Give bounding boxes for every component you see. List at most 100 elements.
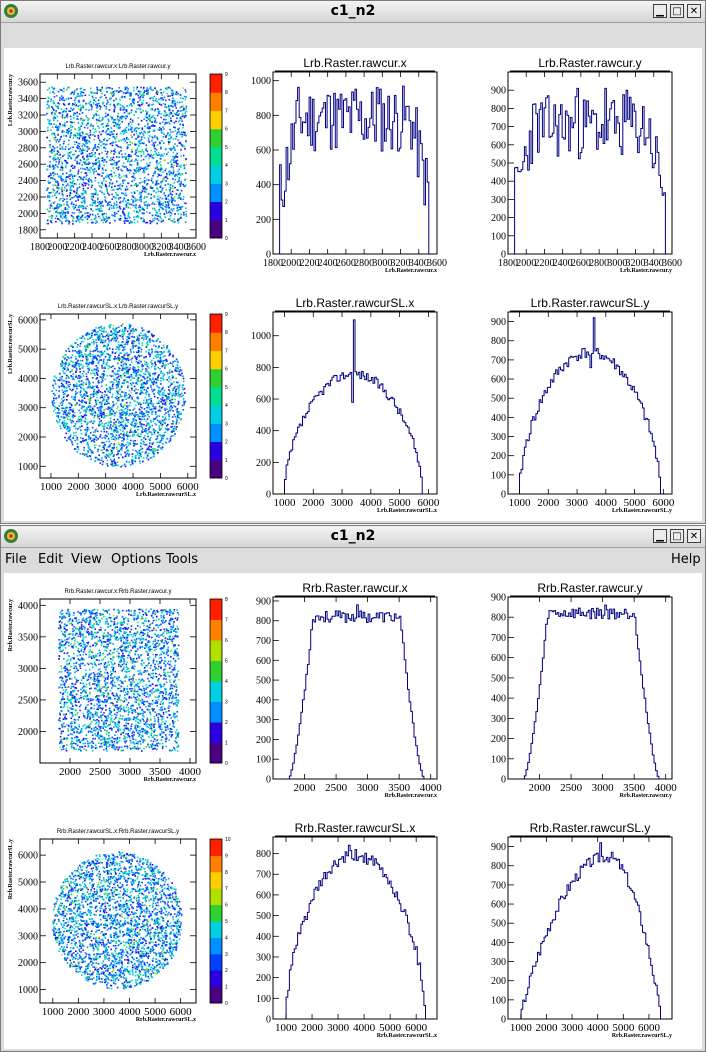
scatter-point: [162, 394, 164, 397]
scatter-point: [129, 220, 132, 222]
scatter-point: [91, 155, 94, 157]
scatter-point: [163, 364, 165, 366]
scatter-point: [149, 87, 152, 89]
scatter-point: [90, 208, 92, 210]
histogram-2d-pad[interactable]: Lrb.Raster.rawcur.x:Lrb.Raster.rawcur.y 0…: [4, 48, 234, 284]
scatter-point: [144, 428, 146, 431]
scatter-point: [99, 329, 101, 331]
scatter-point: [113, 339, 115, 342]
scatter-point: [153, 190, 155, 192]
minimize-icon[interactable]: ▁: [653, 4, 667, 18]
scatter-point: [77, 100, 80, 102]
scatter-point: [108, 177, 111, 180]
scatter-point: [180, 155, 182, 157]
scatter-point: [63, 203, 65, 206]
scatter-point: [110, 339, 112, 342]
scatter-point: [136, 214, 139, 217]
scatter-point: [85, 402, 87, 404]
scatter-point: [92, 338, 95, 341]
scatter-point: [177, 411, 180, 413]
scatter-point: [115, 357, 118, 360]
scatter-point: [148, 103, 151, 106]
scatter-point: [125, 205, 128, 207]
root-app-icon[interactable]: [3, 3, 19, 19]
scatter-point: [111, 214, 113, 216]
scatter-point: [183, 107, 185, 110]
scatter-point: [76, 387, 78, 390]
scatter-point: [180, 189, 183, 192]
scatter-point: [133, 86, 135, 89]
scatter-point: [151, 372, 154, 375]
scatter-point: [132, 433, 134, 436]
scatter-point: [166, 88, 168, 91]
scatter-point: [146, 150, 148, 153]
scatter-point: [111, 438, 113, 441]
scatter-point: [66, 203, 68, 205]
scatter-point: [91, 451, 94, 453]
scatter-point: [174, 126, 176, 129]
scatter-point: [65, 217, 68, 219]
scatter-point: [131, 455, 134, 458]
scatter-point: [105, 153, 108, 155]
scatter-point: [61, 210, 63, 212]
scatter-point: [117, 112, 119, 115]
scatter-point: [140, 448, 143, 450]
scatter-point: [128, 112, 131, 115]
scatter-point: [171, 198, 173, 200]
scatter-point: [169, 438, 172, 440]
scatter-point: [98, 164, 101, 167]
scatter-point: [178, 422, 180, 424]
x-tick-label: 1800: [30, 242, 50, 253]
scatter-point: [78, 206, 80, 208]
scatter-point: [90, 386, 92, 389]
scatter-point: [169, 378, 172, 381]
scatter-point: [142, 133, 144, 135]
scatter-point: [170, 219, 172, 222]
histogram-1d-pad[interactable]: Lrb.Raster.rawcur.x 1800 2000 2200 2400 2600 2…: [237, 48, 472, 284]
window-titlebar[interactable]: c1_n2 ▁ □ ✕: [1, 1, 705, 23]
scatter-point: [103, 138, 105, 141]
scatter-point: [137, 371, 139, 374]
scatter-point: [159, 429, 161, 431]
scatter-point: [61, 361, 64, 364]
scatter-point: [95, 457, 98, 459]
root-canvas[interactable]: Lrb.Raster.rawcur.x:Lrb.Raster.rawcur.y 0…: [4, 48, 702, 521]
histogram-1d-pad[interactable]: Lrb.Raster.rawcur.y 1800 2000 2200 2400 2600 2…: [472, 48, 704, 284]
scatter-point: [83, 410, 85, 412]
scatter-point: [100, 353, 102, 356]
scatter-point: [71, 203, 73, 205]
scatter-point: [65, 146, 67, 148]
scatter-point: [92, 125, 94, 127]
scatter-point: [114, 106, 116, 108]
x-tick-label: 3600: [427, 258, 447, 269]
scatter-point: [131, 221, 133, 224]
scatter-point: [153, 408, 155, 410]
scatter-point: [157, 128, 159, 131]
scatter-point: [135, 132, 138, 135]
scatter-point: [158, 391, 161, 394]
scatter-point: [138, 452, 141, 454]
scatter-point: [70, 375, 72, 377]
histogram-2d-pad[interactable]: Lrb.Raster.rawcurSL.x:Lrb.Raster.rawcurS…: [4, 288, 234, 524]
scatter-point: [129, 93, 132, 95]
scatter-point: [133, 431, 135, 433]
scatter-point: [154, 170, 156, 173]
scatter-point: [168, 389, 170, 391]
scatter-point: [175, 155, 177, 158]
scatter-point: [96, 103, 98, 105]
scatter-point: [184, 185, 186, 188]
scatter-point: [96, 386, 98, 388]
scatter-point: [166, 345, 169, 347]
scatter-point: [139, 423, 141, 425]
close-icon[interactable]: ✕: [687, 4, 701, 18]
maximize-icon[interactable]: □: [670, 4, 684, 18]
scatter-point: [169, 184, 172, 186]
scatter-point: [132, 424, 135, 427]
scatter-point: [160, 164, 162, 166]
scatter-point: [111, 450, 113, 452]
scatter-point: [89, 167, 91, 169]
scatter-point: [73, 112, 76, 115]
scatter-point: [68, 377, 70, 380]
scatter-point: [132, 371, 135, 374]
scatter-point: [48, 87, 50, 89]
